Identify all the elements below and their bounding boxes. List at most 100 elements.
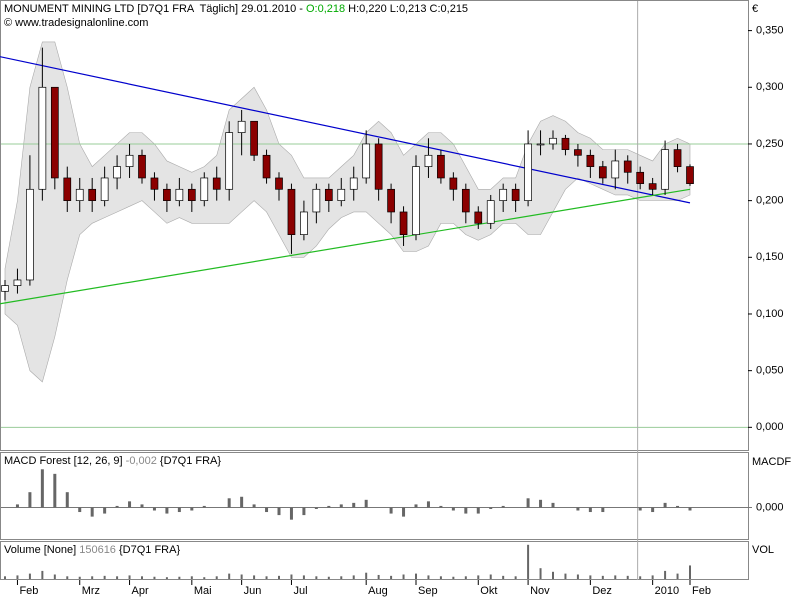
y-tick-label: 0,300 <box>756 81 784 93</box>
x-tick-label: Mrz <box>82 585 100 597</box>
candle-body <box>673 149 682 167</box>
macd-title: MACD Forest [12, 26, 9] -0,002 {D7Q1 FRA… <box>4 455 221 467</box>
candle-body <box>63 177 72 201</box>
candle-body <box>337 188 346 201</box>
candle-body <box>511 188 520 201</box>
candle-body <box>449 177 458 190</box>
candle-body <box>50 86 59 179</box>
volume-last: 150616 <box>79 544 116 556</box>
x-tick-label: Nov <box>530 585 550 597</box>
candle-body <box>349 177 358 190</box>
x-tick-label: Feb <box>692 585 711 597</box>
candle-body <box>486 200 495 224</box>
macd-last: -0,002 <box>126 455 157 467</box>
volume-panel <box>0 541 749 580</box>
title-text: MONUMENT MINING LTD [D7Q1 FRA Täglich] 2… <box>4 3 306 15</box>
candle-body <box>399 211 408 235</box>
currency: € <box>752 3 758 15</box>
candle-body <box>125 154 134 167</box>
candle-body <box>661 149 669 190</box>
candle-body <box>499 188 508 201</box>
candle-body <box>324 188 333 201</box>
x-tick-label: Aug <box>368 585 388 597</box>
candle-body <box>275 177 283 190</box>
candle-body <box>611 160 620 179</box>
candle-body <box>113 166 121 179</box>
candle-body <box>362 143 371 179</box>
candle-body <box>287 188 296 235</box>
price-panel <box>0 0 749 451</box>
candle-body <box>412 166 420 235</box>
candle-body <box>237 120 246 133</box>
candle-body <box>163 188 171 201</box>
x-tick-label: Sep <box>418 585 438 597</box>
candle-body <box>623 160 632 173</box>
x-tick-label: Okt <box>480 585 497 597</box>
volume-axis-label: VOL <box>752 544 774 556</box>
candle-body <box>187 188 196 201</box>
candle-body <box>138 154 146 179</box>
macd-panel <box>0 452 749 540</box>
candle-body <box>474 211 483 224</box>
trendline <box>0 188 691 305</box>
candle-body <box>561 137 570 150</box>
candle-body <box>461 188 470 213</box>
source: © www.tradesignalonline.com <box>4 17 148 29</box>
hlc-label: H:0,220 L:0,213 C:0,215 <box>345 3 468 15</box>
candle-body <box>574 149 582 156</box>
open-label: O:0,218 <box>306 3 345 15</box>
volume-symbol: {D7Q1 FRA} <box>116 544 181 556</box>
chart-title: MONUMENT MINING LTD [D7Q1 FRA Täglich] 2… <box>4 3 468 15</box>
candle-body <box>88 188 97 201</box>
candle-body <box>686 166 694 184</box>
candle-body <box>648 183 657 190</box>
candle-body <box>424 154 433 167</box>
candle-body <box>374 143 383 190</box>
y-tick-label: 0,000 <box>756 421 784 433</box>
candle-body <box>312 188 321 213</box>
candle-body <box>75 188 84 201</box>
candle-body <box>300 211 308 235</box>
candle-body <box>100 177 109 201</box>
macd-symbol: {D7Q1 FRA} <box>157 455 222 467</box>
candle-body <box>524 143 532 201</box>
macd-tick-label: 0,000 <box>756 501 784 513</box>
x-tick-label: Feb <box>19 585 38 597</box>
candle-body <box>225 132 234 190</box>
candle-body <box>586 154 595 167</box>
candle-body <box>1 285 9 292</box>
candle-body <box>212 177 221 190</box>
candle-body <box>262 154 271 179</box>
macd-label: MACD Forest [12, 26, 9] <box>4 455 126 467</box>
candle-body <box>38 86 47 190</box>
candle-body <box>549 137 557 145</box>
y-tick-label: 0,250 <box>756 138 784 150</box>
plot-layer: 0,000 0,050 0,100 0,150 0,200 0,250 0,300 0,350… <box>0 1 784 597</box>
candle-body <box>598 166 607 179</box>
x-tick-label: 2010 <box>655 585 679 597</box>
candle-body <box>250 120 258 156</box>
x-tick-label: Apr <box>132 585 149 597</box>
y-tick-label: 0,100 <box>756 308 784 320</box>
y-tick-label: 0,150 <box>756 251 784 263</box>
y-tick-label: 0,050 <box>756 365 784 377</box>
candle-body <box>26 188 34 281</box>
candle-body <box>150 177 159 190</box>
candle-body <box>175 188 184 201</box>
macd-axis-label: MACDF <box>752 456 791 468</box>
x-tick-label: Dez <box>592 585 612 597</box>
candle-body <box>13 279 22 286</box>
y-tick-label: 0,200 <box>756 195 784 207</box>
volume-title: Volume [None] 150616 {D7Q1 FRA} <box>4 544 180 556</box>
candle-body <box>200 177 209 201</box>
x-tick-label: Jul <box>293 585 307 597</box>
candle-body <box>387 188 395 213</box>
band-fill <box>4 41 691 383</box>
x-tick-label: Mai <box>194 585 212 597</box>
trendline <box>0 56 691 204</box>
candle-body <box>437 154 445 179</box>
candle-body <box>636 171 645 184</box>
x-tick-label: Jun <box>244 585 262 597</box>
